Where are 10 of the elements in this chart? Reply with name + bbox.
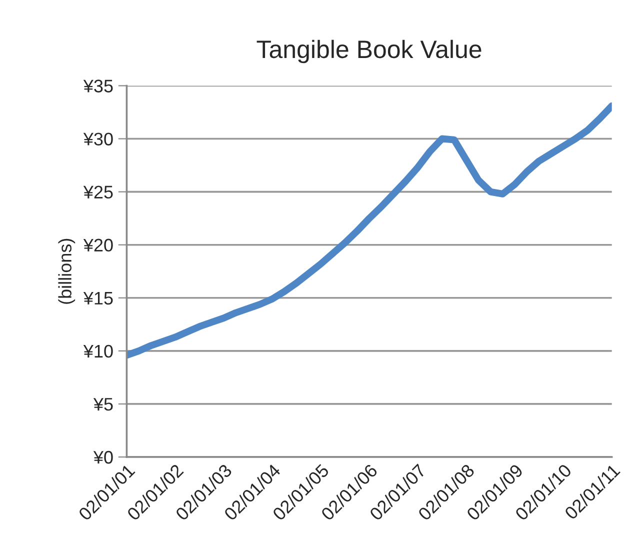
- chart-title: Tangible Book Value: [256, 40, 482, 64]
- y-tick-label: ¥20: [83, 238, 113, 252]
- y-tick-label: ¥10: [83, 344, 113, 358]
- y-axis-title: (billions): [58, 238, 76, 304]
- y-tick-label: ¥0: [93, 450, 113, 464]
- y-tick-label: ¥30: [83, 132, 113, 146]
- y-tick-label: ¥5: [93, 398, 113, 411]
- y-tick-label: ¥35: [83, 80, 113, 92]
- y-tick-label: ¥15: [83, 292, 113, 305]
- y-tick-label: ¥25: [83, 186, 113, 199]
